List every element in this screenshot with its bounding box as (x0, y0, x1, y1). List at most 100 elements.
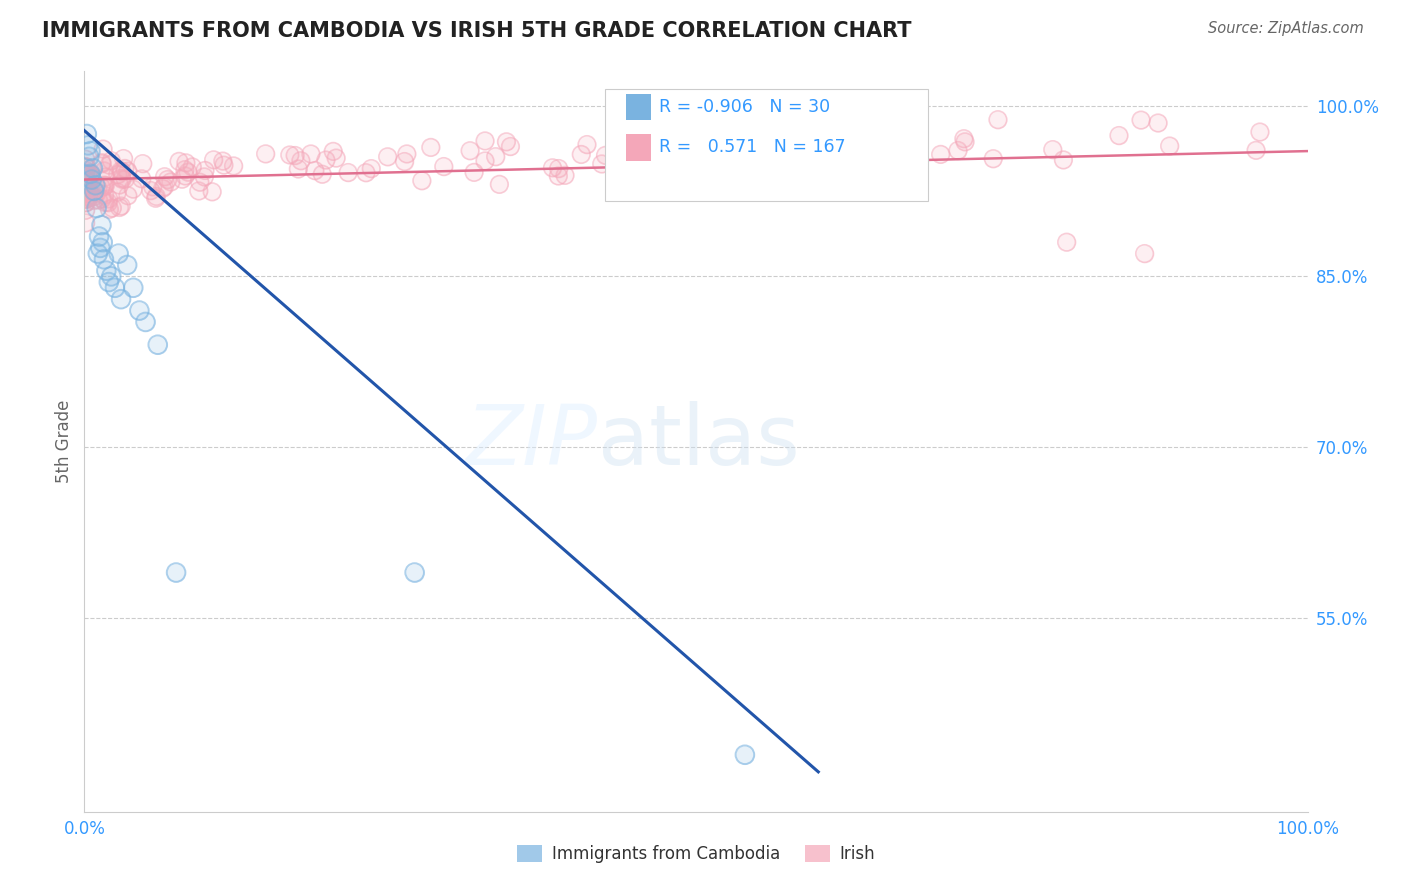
Point (90, 179, 112, 194)
Text: R = -0.906   N = 30: R = -0.906 N = 30 (659, 98, 831, 116)
Point (75, 167, 97, 181)
Point (153, 169, 176, 184)
Point (87, 193, 110, 207)
Point (115, 258, 138, 272)
Point (90, 218, 112, 232)
Point (640, 145, 662, 160)
Point (75, 171, 97, 186)
Point (485, 150, 508, 164)
Point (77, 176, 100, 190)
Point (488, 178, 510, 192)
Point (110, 292, 132, 306)
Point (723, 140, 745, 154)
Point (77, 191, 100, 205)
Point (77, 174, 100, 188)
Point (458, 144, 481, 158)
Point (75, 176, 97, 190)
Point (107, 246, 129, 260)
Point (93, 178, 115, 193)
Point (900, 136, 922, 151)
Point (107, 168, 129, 182)
Point (75, 195, 97, 210)
Point (474, 134, 496, 148)
Point (1249, 125, 1271, 139)
Point (112, 152, 135, 166)
Point (105, 186, 128, 200)
Point (1056, 235, 1078, 250)
Point (75, 203, 97, 218)
Point (96, 263, 118, 277)
Point (174, 156, 197, 170)
Point (86, 201, 108, 215)
Point (946, 144, 969, 158)
Point (110, 292, 132, 306)
Point (575, 137, 598, 152)
Point (595, 148, 617, 162)
Point (111, 164, 134, 178)
Point (946, 144, 969, 158)
Point (153, 179, 176, 194)
Point (108, 201, 131, 215)
Point (211, 154, 233, 169)
Point (97, 192, 120, 206)
Point (953, 132, 976, 146)
Point (98, 158, 121, 172)
Point (77, 150, 100, 164)
Point (193, 169, 215, 184)
Point (187, 184, 209, 198)
Point (93, 179, 115, 194)
Point (737, 129, 759, 144)
Point (212, 158, 235, 172)
Point (100, 153, 122, 168)
Point (591, 157, 613, 171)
Point (75, 186, 97, 201)
Point (83, 184, 105, 198)
Point (855, 158, 877, 172)
Point (167, 154, 190, 169)
Point (1244, 144, 1267, 158)
Point (75, 192, 97, 206)
Point (139, 184, 162, 198)
Point (80, 169, 103, 184)
Point (94, 170, 117, 185)
Point (174, 156, 197, 170)
Point (1159, 139, 1181, 153)
Point (547, 161, 569, 176)
Point (84, 178, 107, 193)
Point (97, 275, 120, 289)
Point (91, 142, 114, 156)
Point (107, 168, 129, 182)
Point (75, 193, 97, 207)
Point (737, 155, 759, 169)
Point (181, 160, 204, 174)
Point (83, 194, 105, 208)
Point (82, 161, 104, 176)
Point (114, 161, 136, 176)
Point (75, 176, 97, 190)
Point (100, 153, 122, 168)
Point (76, 161, 98, 175)
Point (77, 189, 100, 203)
Point (110, 163, 132, 178)
Point (89, 241, 111, 255)
Point (75, 160, 97, 174)
Point (84, 178, 107, 193)
Point (97, 275, 120, 289)
Point (91, 235, 114, 250)
Point (105, 186, 128, 200)
Point (77, 150, 100, 164)
Point (75, 176, 97, 190)
Point (411, 174, 433, 188)
Point (662, 141, 685, 155)
Point (360, 161, 382, 176)
Point (75, 195, 97, 210)
Point (177, 165, 200, 179)
Point (110, 199, 132, 213)
Point (110, 163, 132, 178)
Point (1130, 113, 1153, 128)
Point (79, 171, 101, 186)
Point (311, 167, 333, 181)
Point (83, 194, 105, 208)
Point (1147, 116, 1170, 130)
Point (111, 172, 134, 186)
